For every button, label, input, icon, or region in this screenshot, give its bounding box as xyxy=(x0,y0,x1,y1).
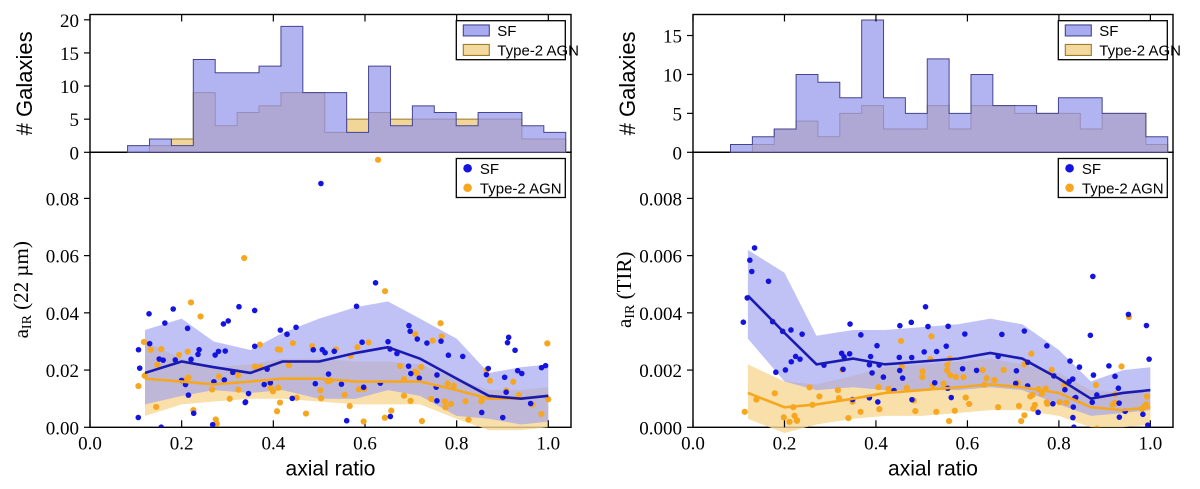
svg-text:1.0: 1.0 xyxy=(536,433,560,454)
svg-text:0.2: 0.2 xyxy=(773,433,797,454)
svg-text:Type-2 AGN: Type-2 AGN xyxy=(480,180,562,197)
svg-text:axial ratio: axial ratio xyxy=(888,457,978,480)
svg-text:20: 20 xyxy=(60,11,79,32)
svg-text:Type-2 AGN: Type-2 AGN xyxy=(497,42,579,59)
svg-text:5: 5 xyxy=(673,104,683,125)
svg-text:10: 10 xyxy=(60,77,79,98)
svg-text:0.4: 0.4 xyxy=(864,433,888,454)
svg-text:15: 15 xyxy=(60,44,79,65)
svg-text:SF: SF xyxy=(1082,161,1101,178)
svg-text:0.2: 0.2 xyxy=(170,433,194,454)
svg-text:0.006: 0.006 xyxy=(639,247,682,268)
svg-text:0.6: 0.6 xyxy=(353,433,377,454)
svg-text:0.04: 0.04 xyxy=(46,304,80,325)
svg-text:10: 10 xyxy=(663,65,682,86)
svg-text:15: 15 xyxy=(663,27,682,48)
svg-text:1.0: 1.0 xyxy=(1138,433,1162,454)
svg-text:0.4: 0.4 xyxy=(261,433,285,454)
svg-text:0.0: 0.0 xyxy=(681,433,705,454)
svg-text:0.02: 0.02 xyxy=(46,361,79,382)
svg-text:0.008: 0.008 xyxy=(639,189,682,210)
svg-text:0.8: 0.8 xyxy=(445,433,469,454)
svg-text:Type-2 AGN: Type-2 AGN xyxy=(1082,180,1164,197)
svg-text:# Galaxies: # Galaxies xyxy=(12,31,37,135)
svg-text:SF: SF xyxy=(1099,23,1118,40)
svg-text:0.000: 0.000 xyxy=(639,418,682,439)
svg-text:0: 0 xyxy=(70,143,80,164)
svg-text:axial ratio: axial ratio xyxy=(286,457,376,480)
svg-text:0.08: 0.08 xyxy=(46,189,79,210)
svg-text:SF: SF xyxy=(497,23,516,40)
svg-text:0.002: 0.002 xyxy=(639,361,682,382)
svg-text:Type-2 AGN: Type-2 AGN xyxy=(1099,42,1181,59)
svg-text:0: 0 xyxy=(673,143,683,164)
svg-text:0.8: 0.8 xyxy=(1047,433,1071,454)
svg-text:0.004: 0.004 xyxy=(639,304,682,325)
svg-text:0.0: 0.0 xyxy=(78,433,102,454)
svg-text:0.6: 0.6 xyxy=(956,433,980,454)
svg-text:0.00: 0.00 xyxy=(46,418,79,439)
svg-text:SF: SF xyxy=(480,161,499,178)
svg-text:5: 5 xyxy=(70,110,80,131)
svg-text:0.06: 0.06 xyxy=(46,247,79,268)
svg-text:# Galaxies: # Galaxies xyxy=(615,31,640,135)
